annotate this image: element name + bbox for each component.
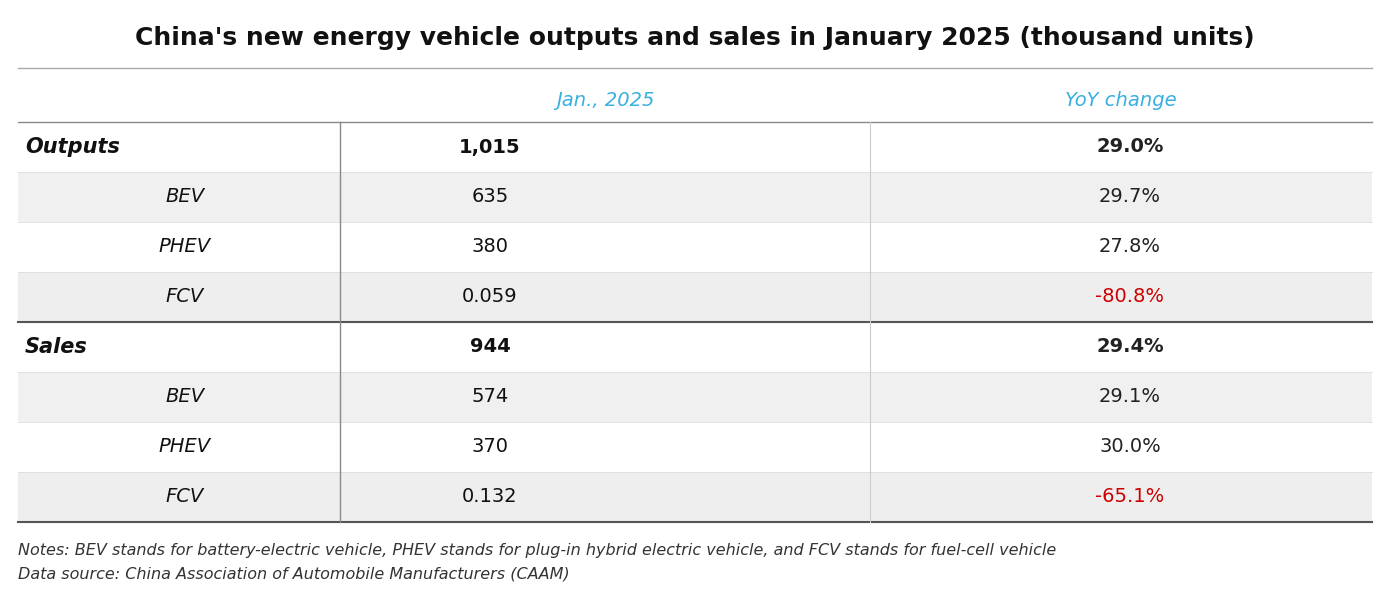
Text: FCV: FCV: [165, 288, 204, 306]
Text: YoY change: YoY change: [1065, 91, 1177, 109]
Text: BEV: BEV: [165, 387, 204, 407]
Bar: [18, 422, 1372, 472]
Text: PHEV: PHEV: [158, 438, 211, 457]
Text: -80.8%: -80.8%: [1095, 288, 1165, 306]
Text: China's new energy vehicle outputs and sales in January 2025 (thousand units): China's new energy vehicle outputs and s…: [135, 26, 1255, 50]
Bar: [18, 172, 1372, 222]
Text: 29.0%: 29.0%: [1097, 137, 1163, 156]
Bar: [18, 272, 1372, 322]
Text: Outputs: Outputs: [25, 137, 120, 157]
Text: 380: 380: [471, 238, 509, 257]
Text: 574: 574: [471, 387, 509, 407]
Text: 29.1%: 29.1%: [1099, 387, 1161, 407]
Bar: [18, 222, 1372, 272]
Text: 635: 635: [471, 187, 509, 207]
Text: 29.4%: 29.4%: [1097, 337, 1163, 356]
Bar: [18, 472, 1372, 522]
Bar: [18, 372, 1372, 422]
Text: 29.7%: 29.7%: [1099, 187, 1161, 207]
Text: -65.1%: -65.1%: [1095, 488, 1165, 506]
Text: 0.132: 0.132: [463, 488, 518, 506]
Text: 0.059: 0.059: [463, 288, 518, 306]
Bar: [18, 122, 1372, 172]
Text: FCV: FCV: [165, 488, 204, 506]
Text: Jan., 2025: Jan., 2025: [556, 91, 655, 109]
Text: 1,015: 1,015: [459, 137, 521, 156]
Text: Sales: Sales: [25, 337, 88, 357]
Text: 944: 944: [470, 337, 510, 356]
Text: 370: 370: [471, 438, 509, 457]
Text: BEV: BEV: [165, 187, 204, 207]
Text: 30.0%: 30.0%: [1099, 438, 1161, 457]
Text: PHEV: PHEV: [158, 238, 211, 257]
Bar: [18, 322, 1372, 372]
Text: Notes: BEV stands for battery-electric vehicle, PHEV stands for plug-in hybrid e: Notes: BEV stands for battery-electric v…: [18, 543, 1056, 558]
Text: 27.8%: 27.8%: [1099, 238, 1161, 257]
Text: Data source: China Association of Automobile Manufacturers (CAAM): Data source: China Association of Automo…: [18, 567, 570, 581]
